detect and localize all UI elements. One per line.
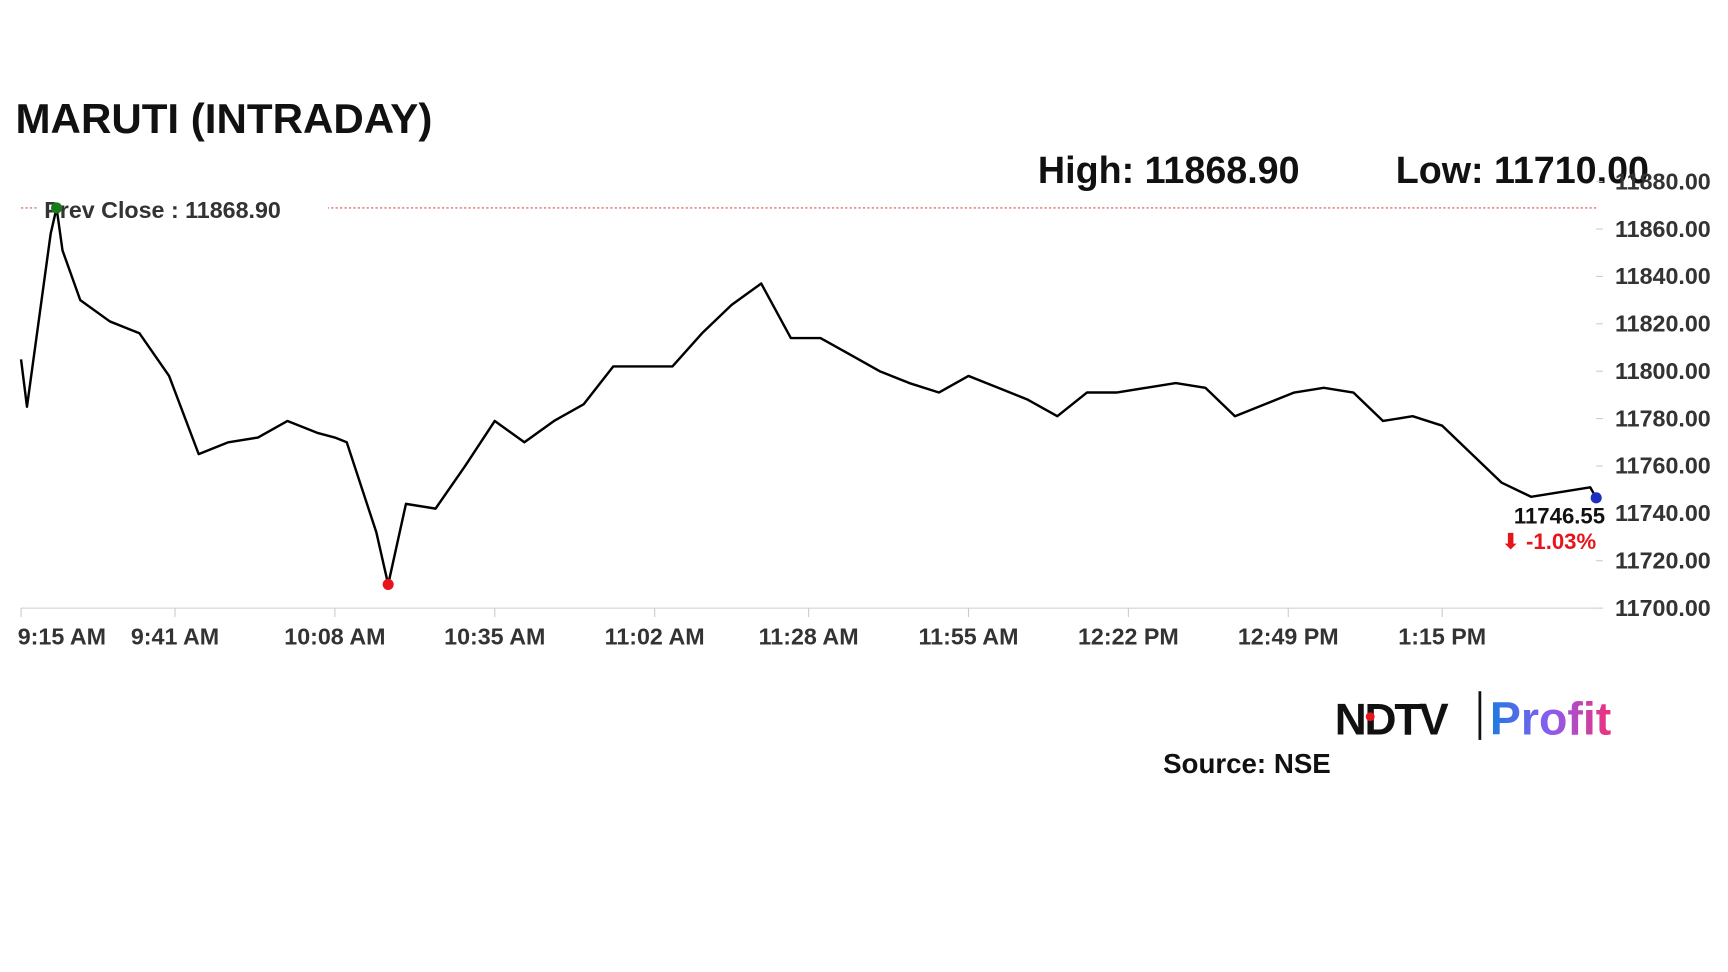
x-tick-label: 9:41 AM xyxy=(131,624,219,650)
chart-title: MARUTI (INTRADAY) xyxy=(16,95,433,142)
low-label: Low: 11710.00 xyxy=(1396,149,1649,191)
change-label: ⬇ -1.03% xyxy=(1501,529,1596,554)
x-tick-label: 9:15 AM xyxy=(18,624,106,650)
x-tick-label: 12:22 PM xyxy=(1078,624,1179,650)
low-dot xyxy=(382,578,394,590)
high-dot xyxy=(51,202,63,214)
last-dot xyxy=(1590,492,1602,504)
y-tick-label: 11720.00 xyxy=(1615,547,1711,573)
high-label: High: 11868.90 xyxy=(1038,149,1300,191)
source: Source: NSE xyxy=(1163,748,1331,779)
x-tick-label: 11:28 AM xyxy=(759,624,859,650)
y-tick-label: 11760.00 xyxy=(1615,453,1711,479)
y-tick-label: 11740.00 xyxy=(1615,500,1711,526)
last-value-label: 11746.55 xyxy=(1514,503,1605,528)
x-tick-label: 1:15 PM xyxy=(1398,624,1486,650)
y-tick-label: 11800.00 xyxy=(1615,358,1711,384)
y-tick-label: 11880.00 xyxy=(1615,168,1711,194)
x-tick-label: 11:02 AM xyxy=(605,624,705,650)
logo-dot xyxy=(1365,712,1375,722)
price-line xyxy=(19,206,1598,586)
x-tick-label: 10:08 AM xyxy=(284,624,385,650)
y-tick-label: 11860.00 xyxy=(1615,216,1711,242)
y-tick-label: 11780.00 xyxy=(1615,405,1711,431)
prev-close-bg xyxy=(37,192,328,222)
logo-brand: NDTV xyxy=(1335,695,1449,744)
x-tick-label: 12:49 PM xyxy=(1238,624,1339,650)
logo-product: Profit xyxy=(1490,692,1611,744)
y-tick-label: 11820.00 xyxy=(1615,311,1711,337)
prev-close-label: Prev Close : 11868.90 xyxy=(44,197,281,223)
x-tick-label: 10:35 AM xyxy=(444,624,545,650)
y-tick-label: 11700.00 xyxy=(1615,595,1711,621)
y-tick-label: 11840.00 xyxy=(1615,263,1711,289)
x-tick-label: 11:55 AM xyxy=(919,624,1019,650)
